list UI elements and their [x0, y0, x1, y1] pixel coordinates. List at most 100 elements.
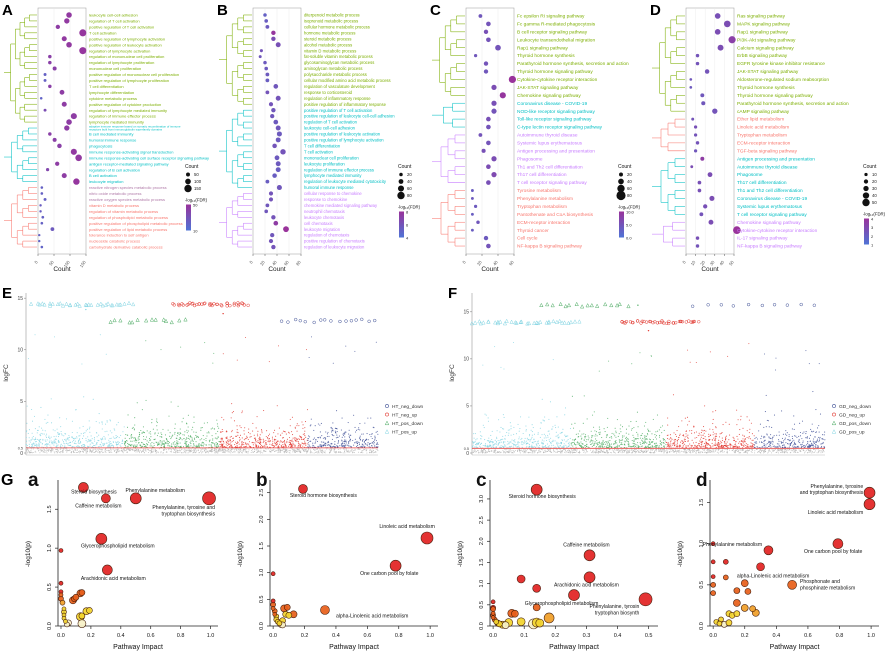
- svg-text:150: 150: [194, 186, 202, 191]
- svg-text:50: 50: [48, 259, 55, 266]
- svg-text:T cell differentiation: T cell differentiation: [89, 84, 124, 89]
- svg-text:Thyroid cancer: Thyroid cancer: [517, 228, 549, 234]
- svg-text:Rap1 signaling pathway: Rap1 signaling pathway: [737, 29, 789, 35]
- panel-e-chart: 0 5 10 15 0.5 HT_neg_down HT_neg_up HT_pos_down…: [3, 293, 424, 457]
- svg-text:5.0: 5.0: [626, 223, 632, 228]
- svg-text:5: 5: [20, 399, 23, 405]
- panel-gc-chart: 0.0 0.1 0.2 0.3 0.4 0.50.00.51.01.52.02.53.0P…: [457, 480, 658, 651]
- svg-text:positive regulation of mononuc: positive regulation of mononuclear cell …: [89, 72, 179, 77]
- svg-text:HT_pos_up: HT_pos_up: [392, 430, 417, 436]
- svg-text:lymphocyte differentiation: lymphocyte differentiation: [89, 90, 134, 95]
- svg-text:Systemic lupus erythematosus: Systemic lupus erythematosus: [737, 204, 803, 210]
- svg-text:antigen receptor-mediated sign: antigen receptor-mediated signaling path…: [89, 161, 169, 166]
- svg-text:positive regulation of inflamm: positive regulation of inflammatory resp…: [304, 102, 387, 107]
- svg-text:vitamin D metabolic process: vitamin D metabolic process: [304, 48, 356, 53]
- svg-text:Thyroid hormone signaling path: Thyroid hormone signaling pathway: [737, 93, 813, 99]
- svg-text:carbohydrate derivative catabo: carbohydrate derivative catabolic proces…: [89, 245, 163, 250]
- svg-text:regulation of immune effector: regulation of immune effector process: [89, 114, 156, 119]
- svg-text:leukocyte chemotaxis: leukocyte chemotaxis: [304, 215, 344, 220]
- svg-text:60: 60: [508, 259, 515, 266]
- svg-text:T cell differentiation: T cell differentiation: [304, 143, 341, 148]
- svg-text:receptors built from immunoglo: receptors built from immunoglobulin supe…: [89, 128, 163, 132]
- svg-text:positive regulation of leukocy: positive regulation of leukocyte activat…: [304, 132, 381, 137]
- svg-text:Coronavirus disease - COVID-19: Coronavirus disease - COVID-19: [737, 196, 807, 202]
- svg-text:0: 0: [33, 259, 39, 264]
- svg-text:leukocyte proliferation: leukocyte proliferation: [304, 161, 345, 166]
- svg-text:response to chemokine: response to chemokine: [304, 197, 348, 202]
- svg-text:response to corticosteroid: response to corticosteroid: [304, 90, 353, 95]
- svg-text:30: 30: [872, 186, 877, 191]
- svg-text:Phenylalanine metabolism: Phenylalanine metabolism: [517, 196, 573, 202]
- svg-text:20: 20: [407, 172, 412, 177]
- svg-text:HT_neg_down: HT_neg_down: [392, 404, 424, 410]
- svg-text:NOD-like receptor signaling pa: NOD-like receptor signaling pathway: [517, 109, 595, 115]
- svg-text:40: 40: [718, 259, 725, 266]
- panel-c: C 0 20 40 60 Count Fc epsilon RI signaling pa…: [428, 0, 648, 283]
- svg-text:5: 5: [466, 404, 469, 410]
- svg-text:regulation of vitamin metaboli: regulation of vitamin metabolic process: [89, 209, 158, 214]
- svg-text:regulation of phospholipid met: regulation of phospholipid metabolic pro…: [89, 215, 168, 220]
- svg-text:mononuclear cell proliferation: mononuclear cell proliferation: [89, 66, 141, 71]
- panel-c-label: C: [430, 2, 441, 19]
- svg-text:regulation of mononuclear cell: regulation of mononuclear cell prolifera…: [89, 54, 164, 59]
- svg-text:leukocyte migration: leukocyte migration: [304, 227, 341, 232]
- svg-text:Antigen processing and present: Antigen processing and presentation: [517, 148, 595, 154]
- svg-text:Pantothenate and CoA biosynthe: Pantothenate and CoA biosynthesis: [517, 212, 594, 218]
- svg-text:0: 0: [20, 451, 23, 457]
- svg-text:Count: Count: [481, 266, 499, 273]
- svg-text:Thyroid hormone synthesis: Thyroid hormone synthesis: [737, 85, 795, 91]
- svg-text:cell chemotaxis: cell chemotaxis: [304, 221, 333, 226]
- svg-text:diterpenoid metabolic process: diterpenoid metabolic process: [304, 13, 360, 18]
- svg-text:ECM-receptor interaction: ECM-receptor interaction: [517, 220, 571, 226]
- svg-text:20: 20: [476, 259, 483, 266]
- svg-text:hormone metabolic process: hormone metabolic process: [304, 30, 355, 35]
- svg-text:T cell activation: T cell activation: [304, 149, 333, 154]
- svg-text:humoral immune response: humoral immune response: [304, 185, 354, 190]
- svg-text:Calcium signaling pathway: Calcium signaling pathway: [737, 45, 794, 51]
- svg-text:40: 40: [492, 259, 499, 266]
- svg-text:leukocyte migration: leukocyte migration: [89, 179, 123, 184]
- svg-text:Chemokine signaling pathway: Chemokine signaling pathway: [737, 220, 801, 226]
- svg-text:-log₁₀(FDR): -log₁₀(FDR): [618, 205, 641, 210]
- svg-text:regulation of T cell activatio: regulation of T cell activation: [89, 19, 140, 24]
- svg-text:Count: Count: [268, 266, 286, 273]
- svg-text:alcohol metabolic process: alcohol metabolic process: [304, 42, 352, 47]
- svg-text:Leukocyte transendothelial mig: Leukocyte transendothelial migration: [517, 37, 595, 43]
- svg-text:T cell receptor signaling path: T cell receptor signaling pathway: [517, 180, 587, 186]
- svg-text:positive regulation of T cell: positive regulation of T cell activation: [89, 24, 154, 29]
- panel-b-chart: 0 20 40 60 80 Count diterpenoid metabolic proc…: [219, 7, 421, 273]
- svg-text:40: 40: [407, 179, 412, 184]
- panel-a-label: A: [2, 2, 13, 19]
- svg-text:Th17 cell differentiation: Th17 cell differentiation: [517, 172, 567, 178]
- svg-text:50: 50: [193, 203, 198, 208]
- svg-text:Tyrosine metabolism: Tyrosine metabolism: [517, 188, 561, 194]
- svg-text:0.5: 0.5: [464, 447, 469, 451]
- svg-text:4: 4: [406, 236, 409, 241]
- svg-text:reactive nitrogen species meta: reactive nitrogen species metabolic proc…: [89, 185, 167, 190]
- svg-text:Autoimmune thyroid disease: Autoimmune thyroid disease: [737, 164, 798, 170]
- svg-text:10: 10: [872, 172, 877, 177]
- svg-text:isoprenoid metabolic process: isoprenoid metabolic process: [304, 19, 358, 24]
- svg-text:leukocyte cell-cell adhesion: leukocyte cell-cell adhesion: [304, 126, 356, 131]
- svg-text:glycosaminoglycan metabolic pr: glycosaminoglycan metabolic process: [304, 60, 374, 65]
- svg-text:mononuclear cell proliferation: mononuclear cell proliferation: [304, 155, 359, 160]
- svg-text:NF-kappa B signaling pathway: NF-kappa B signaling pathway: [737, 244, 803, 250]
- svg-text:-log₁₀(FDR): -log₁₀(FDR): [863, 212, 886, 217]
- panel-gb-label: b: [256, 470, 268, 491]
- svg-text:Fc gamma R-mediated phagocytos: Fc gamma R-mediated phagocytosis: [517, 22, 596, 28]
- svg-text:Cytokine-cytokine receptor int: Cytokine-cytokine receptor interaction: [517, 77, 598, 83]
- svg-text:10.0: 10.0: [626, 210, 635, 215]
- svg-text:neutrophil chemotaxis: neutrophil chemotaxis: [304, 209, 345, 214]
- svg-text:logFC: logFC: [3, 364, 10, 382]
- svg-text:50: 50: [728, 259, 735, 266]
- svg-text:Antigen processing and present: Antigen processing and presentation: [737, 156, 815, 162]
- svg-text:Fc epsilon RI signaling pathwa: Fc epsilon RI signaling pathway: [517, 14, 585, 20]
- svg-text:Parathyroid hormone synthesis,: Parathyroid hormone synthesis, secretion…: [737, 101, 849, 107]
- svg-text:immune response-activating cel: immune response-activating cell surface …: [89, 155, 209, 160]
- panel-e-label: E: [2, 285, 13, 302]
- svg-text:0: 0: [461, 259, 467, 264]
- svg-text:fat-soluble vitamin metabolic: fat-soluble vitamin metabolic process: [304, 54, 373, 59]
- svg-text:0: 0: [466, 451, 469, 457]
